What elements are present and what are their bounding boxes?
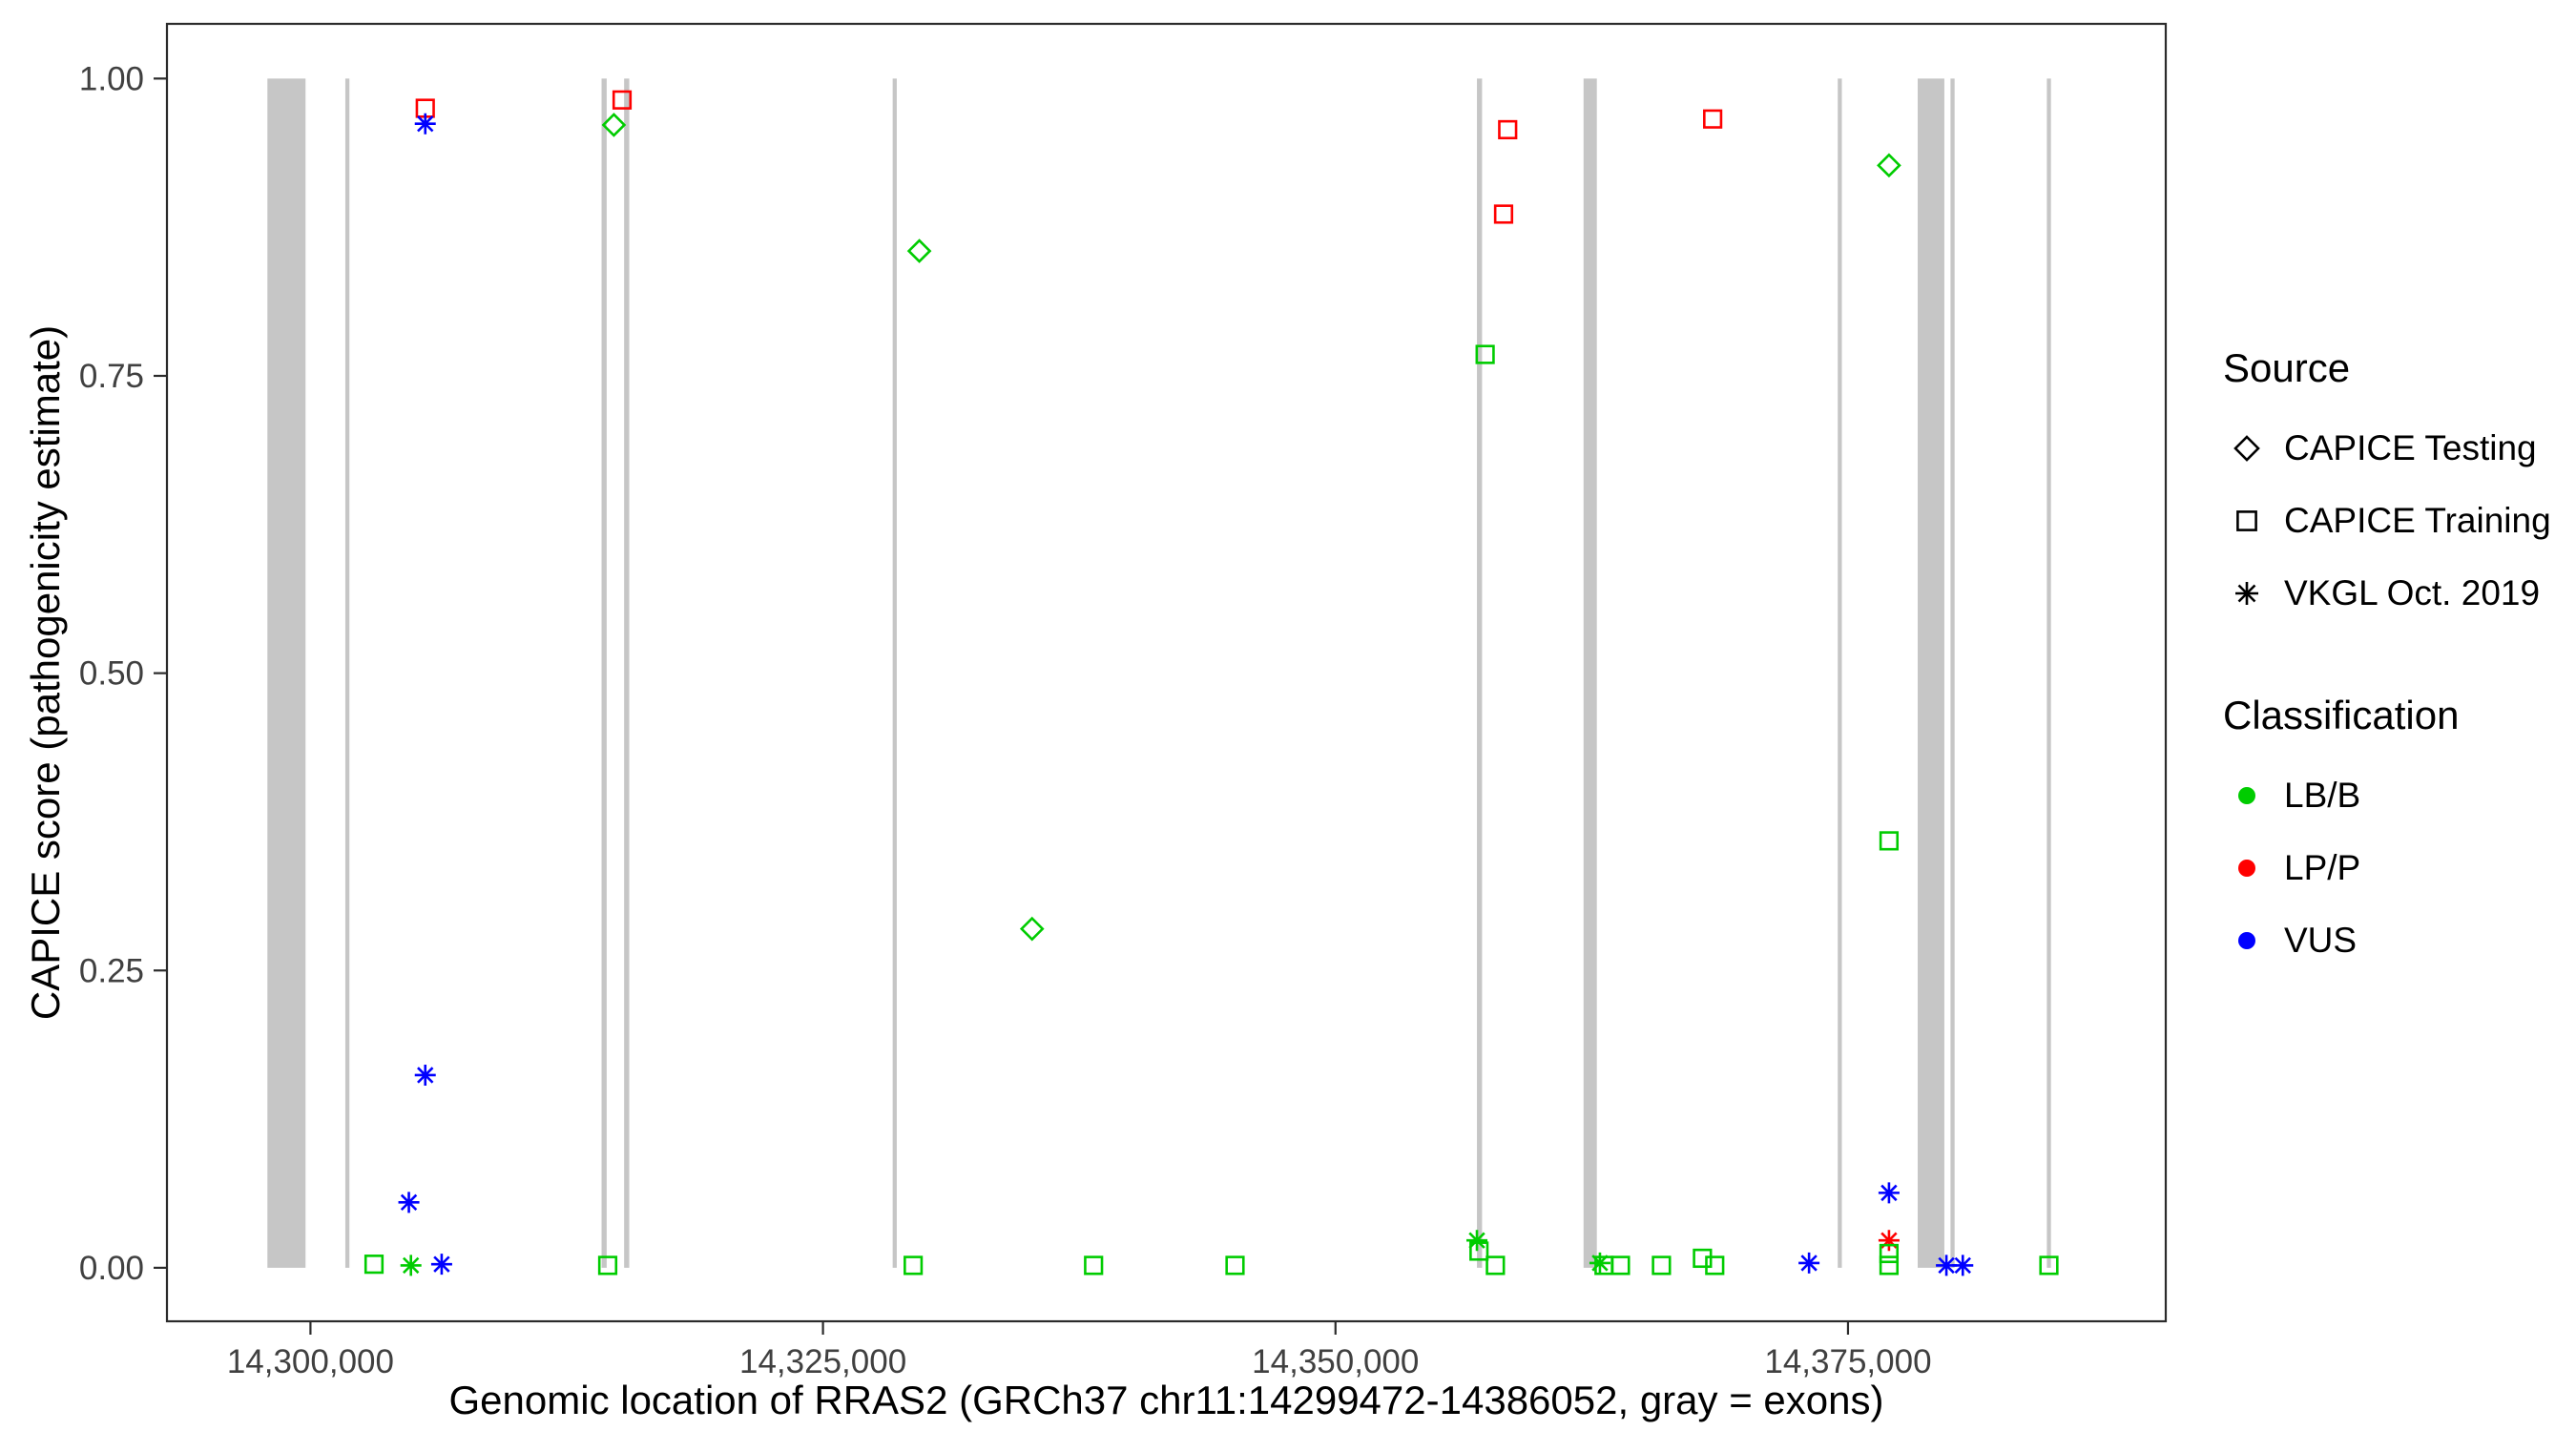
panel-border [165, 22, 2168, 1323]
square-marker [1610, 1255, 1631, 1275]
y-tick-label: 0.50 [79, 655, 144, 693]
exon-bar [344, 78, 350, 1268]
legend-item-label: CAPICE Training [2284, 501, 2551, 540]
exon-bar [1950, 78, 1955, 1268]
diamond-marker [2233, 435, 2260, 462]
y-axis-title: CAPICE score (pathogenicity estimate) [23, 324, 68, 1021]
asterisk-marker [398, 1192, 420, 1213]
square-marker [597, 1255, 618, 1275]
legend-classification-section: Classification LB/B LP/P VUS [2223, 693, 2576, 977]
x-tick-label: 14,375,000 [1764, 1343, 1931, 1380]
x-axis-title: Genomic location of RRAS2 (GRCh37 chr11:… [448, 1378, 1884, 1422]
legend-item-label: CAPICE Testing [2284, 428, 2537, 467]
square-marker [364, 1255, 384, 1275]
color-dot [2238, 787, 2255, 804]
legend-item-source: CAPICE Training [2223, 485, 2576, 557]
exon-bar [601, 78, 607, 1268]
diamond-marker [601, 113, 627, 137]
exon-bar [892, 78, 897, 1268]
square-marker [1469, 1241, 1489, 1261]
exon-bar [1838, 78, 1842, 1268]
square-marker [1084, 1255, 1104, 1275]
asterisk-marker [400, 1255, 422, 1276]
legend-source-items: CAPICE Testing CAPICE Training VKGL Oct. 2… [2223, 412, 2576, 630]
x-tick-label: 14,300,000 [227, 1343, 394, 1380]
color-dot [2238, 860, 2255, 877]
asterisk-marker [1952, 1255, 1974, 1276]
square-marker [2039, 1255, 2059, 1275]
asterisk-marker [1936, 1255, 1958, 1276]
square-marker [1879, 1243, 1900, 1264]
legend-item-classification: VUS [2223, 904, 2576, 977]
square-marker [1879, 831, 1900, 851]
square-marker [904, 1255, 924, 1275]
square-marker [1485, 1255, 1506, 1275]
legend-item-classification: LB/B [2223, 759, 2576, 832]
square-marker [1705, 1255, 1725, 1275]
asterisk-marker [1878, 1182, 1900, 1204]
asterisk-marker [430, 1254, 452, 1275]
square-marker [1475, 344, 1495, 364]
legend-classification-items: LB/B LP/P VUS [2223, 759, 2576, 977]
asterisk-marker [1798, 1252, 1820, 1274]
legend-source-section: Source CAPICE Testing CAPICE Training VKGL… [2223, 345, 2576, 630]
exon-bar [1477, 78, 1483, 1268]
square-marker [1652, 1255, 1672, 1275]
asterisk-marker [414, 113, 436, 135]
y-tick-label: 0.75 [79, 358, 144, 395]
y-tick-label: 0.00 [79, 1250, 144, 1287]
legend-item-label: VUS [2284, 921, 2358, 960]
x-tick-label: 14,325,000 [739, 1343, 906, 1380]
square-legend-icon [2236, 510, 2257, 531]
legend-item-source: CAPICE Testing [2223, 412, 2576, 485]
diamond-marker [906, 238, 932, 263]
asterisk-marker [1878, 1230, 1900, 1252]
exon-bar [1583, 78, 1597, 1268]
color-dot-icon [2238, 860, 2255, 877]
legend-classification-title: Classification [2223, 693, 2460, 737]
legend-source-title: Source [2223, 345, 2351, 390]
square-marker [1225, 1255, 1245, 1275]
exon-bar [267, 78, 306, 1268]
legend-item-classification: LP/P [2223, 832, 2576, 904]
legend: Source CAPICE Testing CAPICE Training VKGL… [2223, 345, 2576, 977]
diamond-marker [1877, 153, 1901, 178]
legend-item-label: LP/P [2284, 848, 2361, 887]
asterisk-marker [2235, 582, 2258, 605]
legend-item-label: VKGL Oct. 2019 [2284, 573, 2541, 612]
asterisk-marker [414, 1064, 436, 1086]
exon-bar [2046, 78, 2051, 1268]
y-tick-label: 0.25 [79, 952, 144, 989]
square-marker [1879, 1255, 1900, 1275]
diamond-marker [1019, 916, 1045, 942]
x-tick-label: 14,350,000 [1252, 1343, 1419, 1380]
color-dot [2238, 932, 2255, 949]
y-tick-label: 1.00 [79, 60, 144, 97]
color-dot-icon [2238, 932, 2255, 949]
color-dot-icon [2238, 787, 2255, 804]
asterisk-legend-icon [2235, 582, 2258, 605]
asterisk-marker [1466, 1230, 1488, 1252]
square-marker [1693, 1248, 1713, 1269]
exon-bar [624, 78, 630, 1268]
legend-item-label: LB/B [2284, 776, 2361, 815]
legend-item-source: VKGL Oct. 2019 [2223, 557, 2576, 630]
square-marker [1493, 204, 1514, 224]
diamond-legend-icon [2233, 435, 2260, 462]
exon-bar [1918, 78, 1944, 1268]
asterisk-marker [1589, 1252, 1610, 1274]
square-marker [1703, 109, 1723, 129]
square-marker [2236, 510, 2257, 531]
square-marker [612, 90, 633, 110]
square-marker [1498, 119, 1518, 140]
